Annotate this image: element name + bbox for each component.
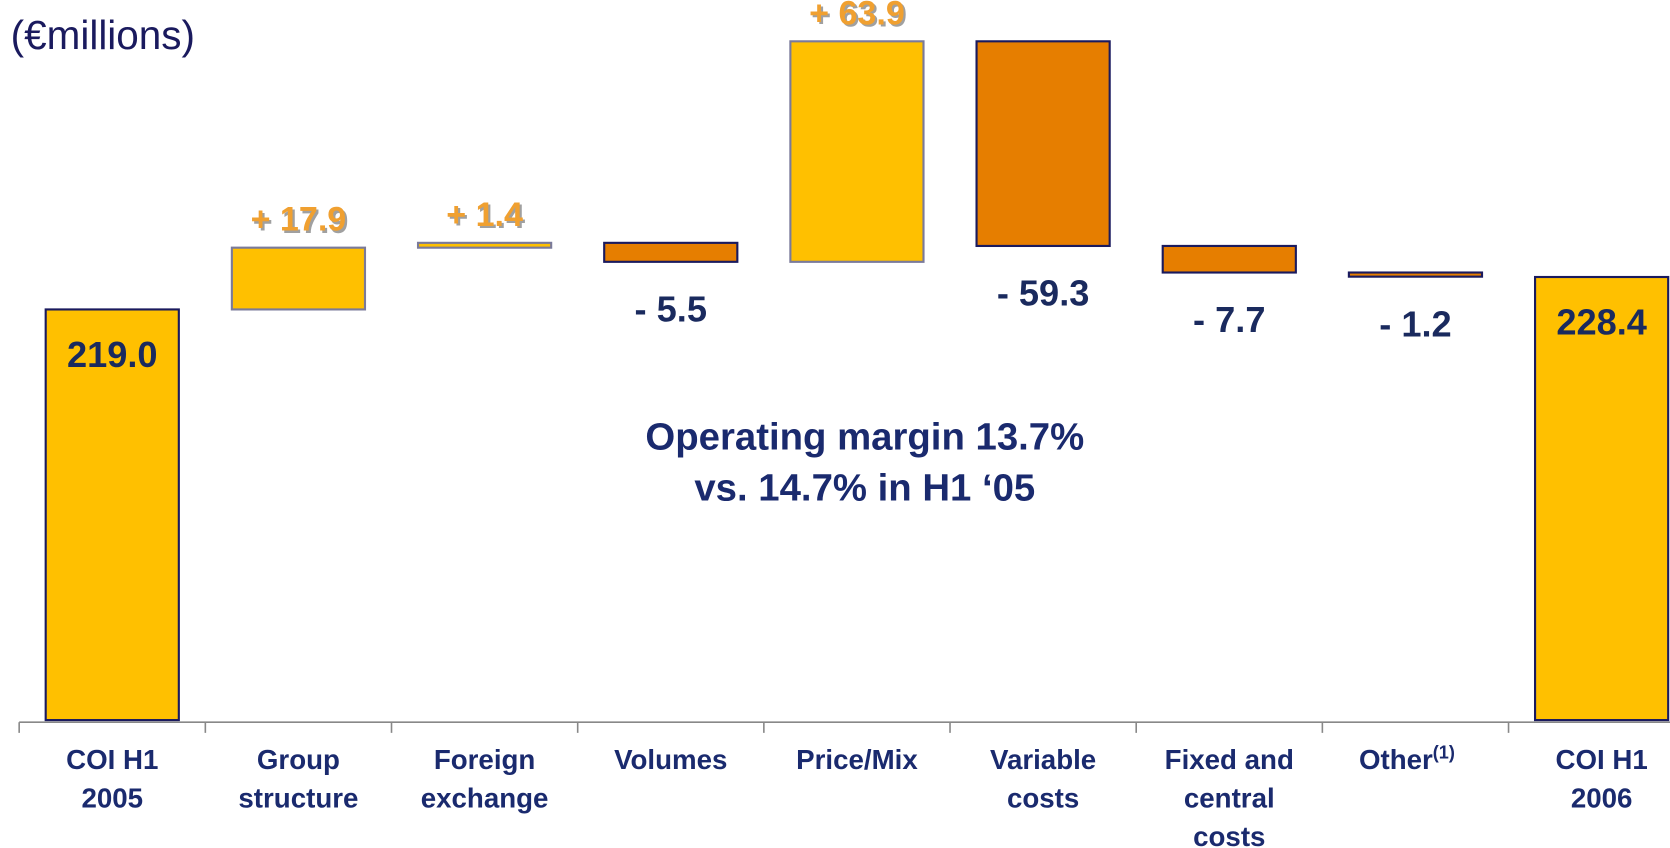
value-label-shadow: + 17.9 — [253, 203, 349, 241]
x-tick-label: COI H1 2005 — [66, 744, 158, 813]
value-label: + 63.9 — [809, 0, 905, 32]
x-tick-label: Volumes — [614, 744, 727, 775]
bar — [1533, 275, 1670, 722]
value-label: - 59.3 — [997, 273, 1090, 314]
value-label: + 17.9 — [251, 201, 347, 239]
value-label: + 1.4 — [446, 196, 523, 234]
bar — [1347, 271, 1484, 278]
bar — [44, 308, 180, 722]
x-tick-label: Price/Mix — [796, 744, 918, 775]
annotation: vs. 14.7% in H1 ‘05 — [694, 467, 1035, 510]
value-label: - 7.7 — [1193, 299, 1265, 340]
footnote-mark: (1) — [1433, 742, 1455, 762]
x-tick-label: Fixed and central costs — [1165, 744, 1294, 848]
x-tick-label: COI H1 2006 — [1555, 744, 1647, 813]
bar — [603, 241, 739, 263]
x-tick-label: Group structure — [238, 744, 358, 813]
bar — [1161, 244, 1297, 274]
value-label-shadow: + 63.9 — [811, 0, 907, 34]
bar — [416, 241, 553, 249]
x-tick-label: Foreign exchange — [421, 744, 549, 813]
value-label: - 5.5 — [635, 288, 707, 329]
bar — [975, 40, 1111, 248]
value-label: - 1.2 — [1379, 303, 1451, 344]
value-label: 228.4 — [1556, 302, 1647, 343]
x-tick-label: Other(1) — [1359, 742, 1455, 775]
value-label-shadow: + 1.4 — [448, 198, 525, 236]
bar — [789, 40, 925, 263]
x-tick-label: Variable costs — [990, 744, 1096, 813]
unit-label: (€millions) — [11, 12, 195, 58]
value-label: 219.0 — [67, 334, 158, 375]
annotation: Operating margin 13.7% — [645, 416, 1084, 459]
bar — [230, 246, 367, 311]
